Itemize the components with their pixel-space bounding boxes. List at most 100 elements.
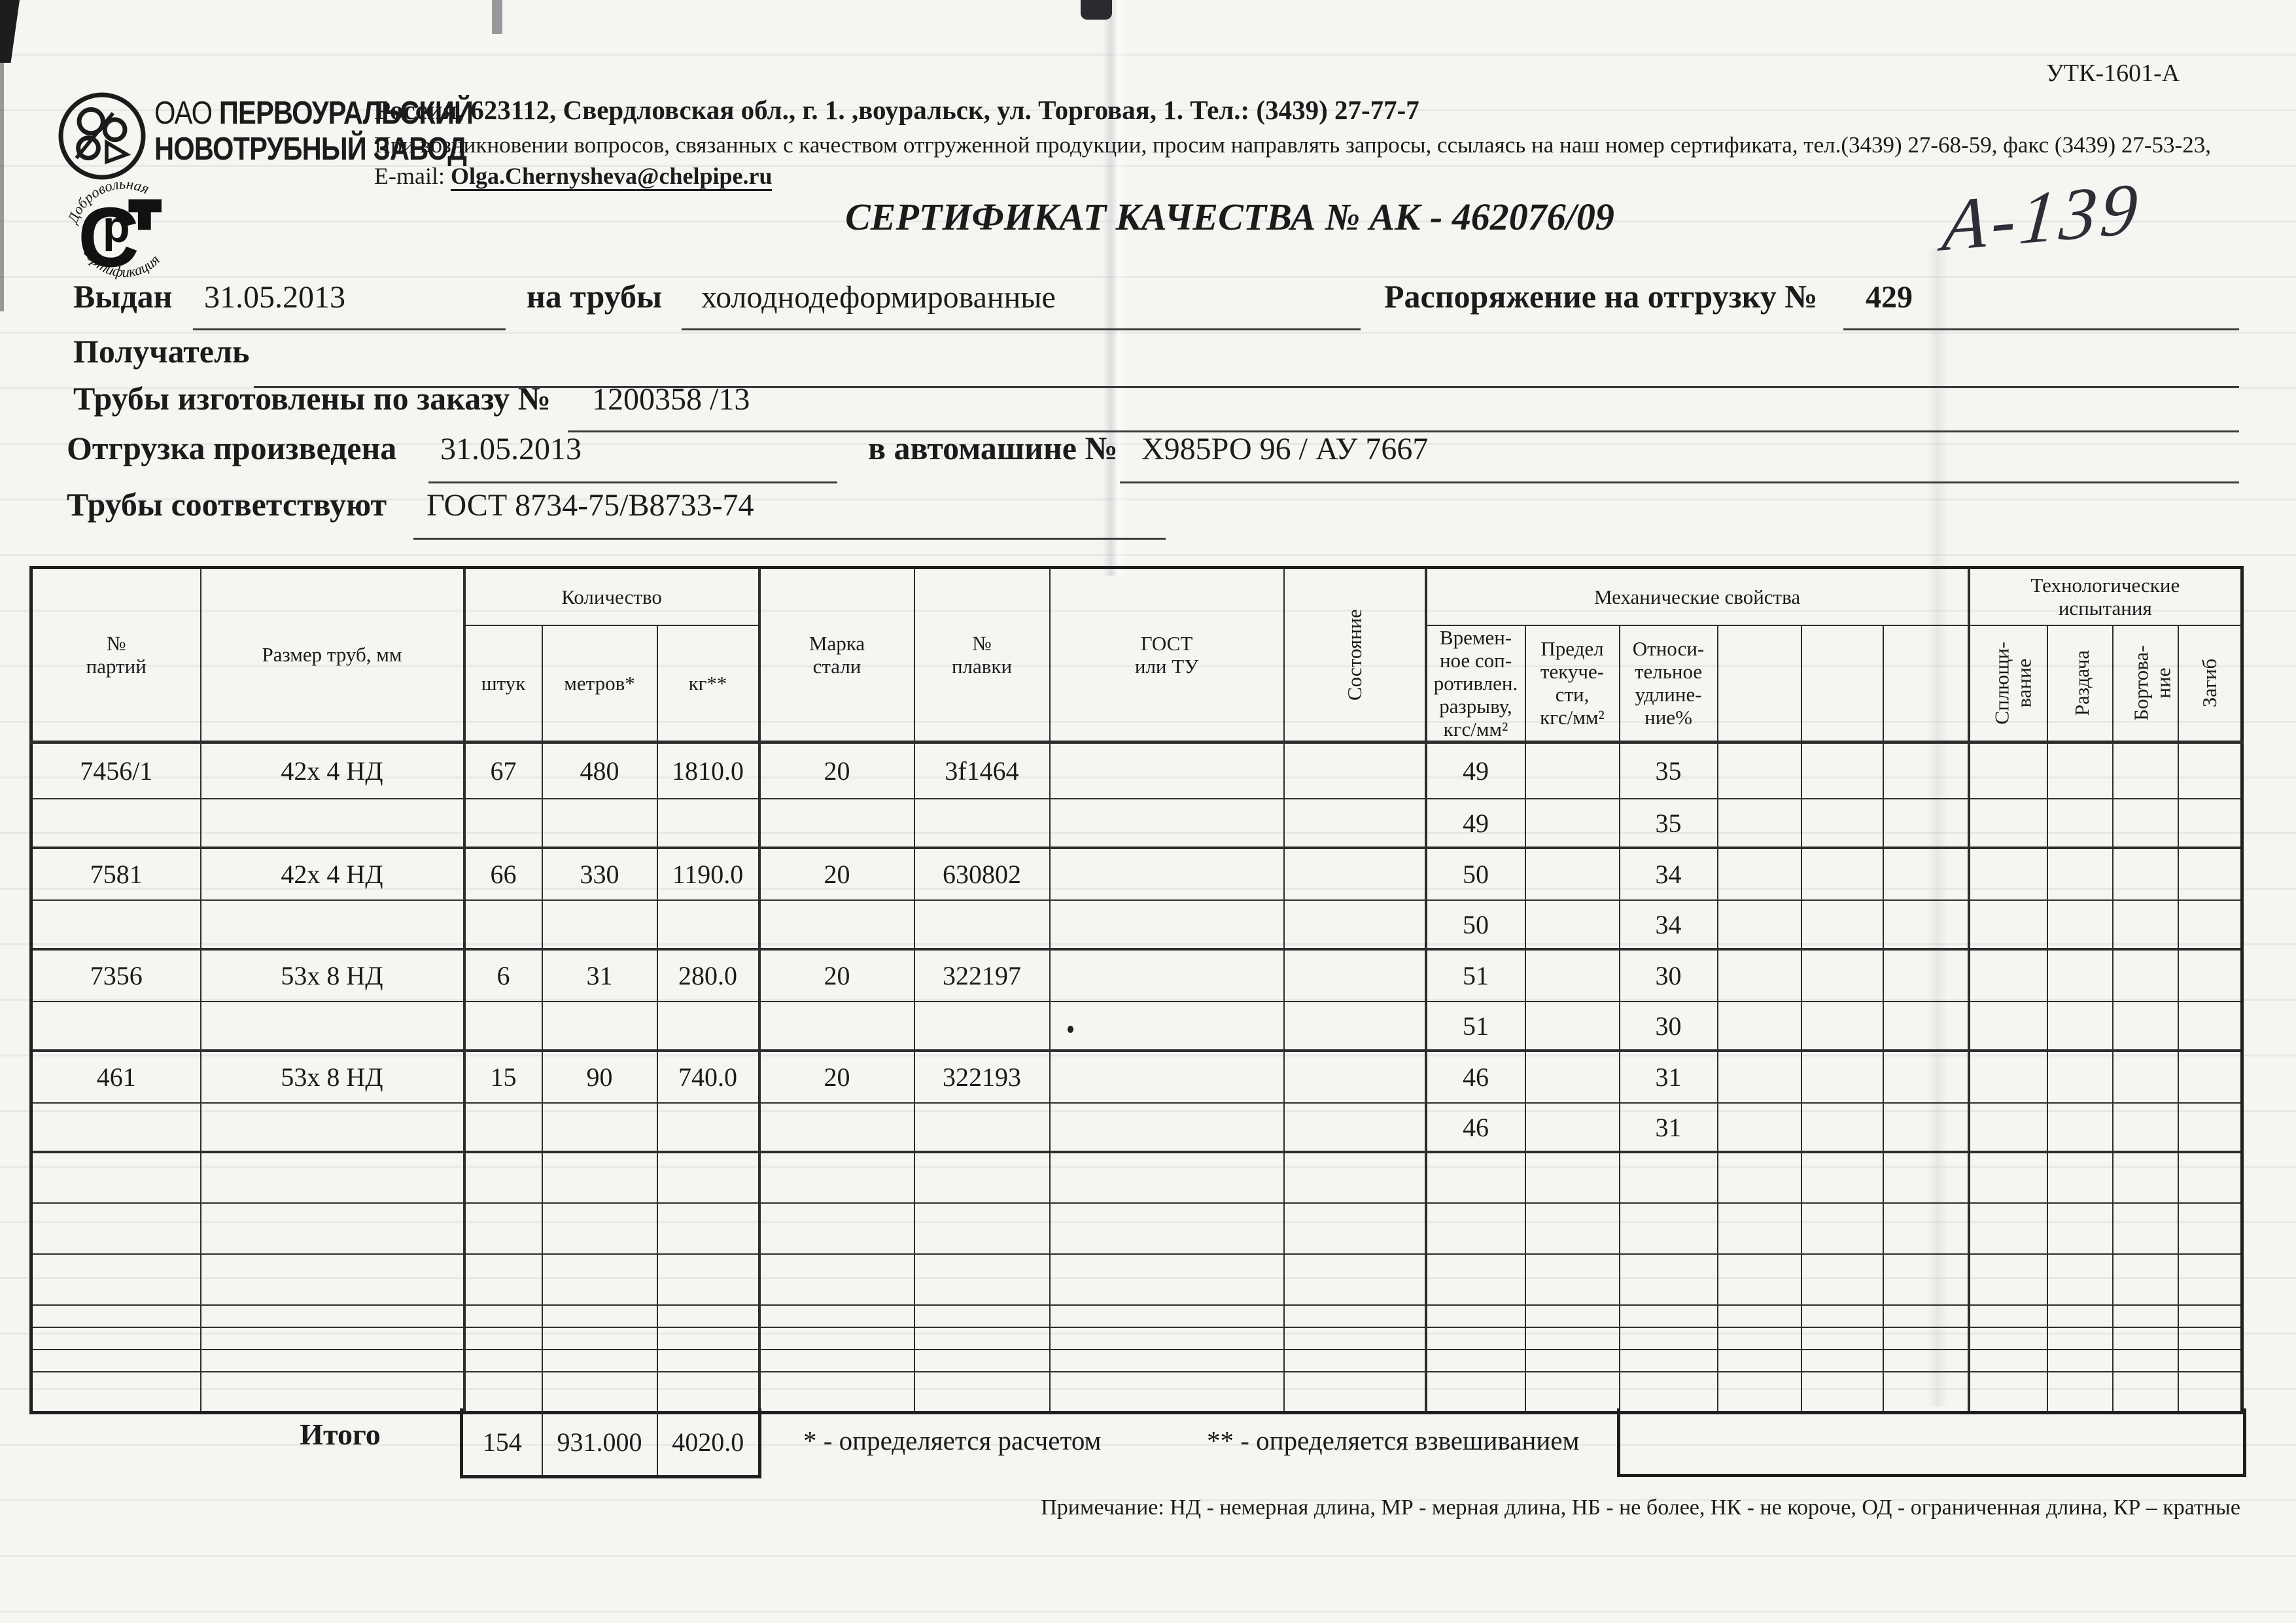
- col-header-elongation: Относи- тельное удлине- ние%: [1618, 624, 1718, 744]
- elongation: 31: [1618, 1050, 1718, 1104]
- group-header-technological: Технологические испытания: [1968, 567, 2243, 626]
- conform-label: Трубы соответствуют: [67, 486, 387, 523]
- kilograms: 1190.0: [656, 847, 761, 901]
- signature-box: [1617, 1408, 2246, 1477]
- steel-grade: 20: [758, 847, 915, 901]
- meters: 330: [541, 847, 658, 901]
- svg-text:р: р: [103, 201, 130, 251]
- kilograms: 1810.0: [656, 741, 761, 800]
- col-header-size: Размер труб, мм: [200, 567, 466, 744]
- elongation: 35: [1618, 741, 1718, 800]
- table-row: 51 30: [30, 1001, 2243, 1053]
- total-kilograms: 4020.0: [656, 1408, 761, 1477]
- ship-order-value: 429: [1866, 280, 1913, 315]
- totals-table: 154 931.000 4020.0: [460, 1408, 761, 1478]
- col-header-flattening: Сплющи- вание: [1968, 624, 2048, 744]
- receiver-label: Получатель: [73, 333, 250, 370]
- party-number: 461: [30, 1050, 201, 1104]
- melt-number: 630802: [913, 847, 1051, 901]
- form-code: УТК-1601-А: [2046, 60, 2180, 87]
- col-header-gost: ГОСТ или ТУ: [1049, 567, 1285, 744]
- shipped-value: 31.05.2013: [440, 432, 582, 466]
- steel-grade: 20: [758, 949, 915, 1003]
- tensile-strength: 46: [1425, 1050, 1526, 1104]
- total-pieces: 154: [461, 1408, 543, 1477]
- table-row: [30, 1327, 2243, 1351]
- document-title: СЕРТИФИКАТ КАЧЕСТВА № АК - 462076/09: [845, 196, 1614, 238]
- pieces: 15: [463, 1050, 543, 1104]
- col-header-yield: Предел текуче- сти, кгс/мм²: [1524, 624, 1620, 744]
- col-header-melt: № плавки: [913, 567, 1051, 744]
- table-row: [30, 1151, 2243, 1204]
- steel-grade: 20: [758, 741, 915, 800]
- pieces: 6: [463, 949, 543, 1003]
- company-address: Россия, 623112, Свердловская обл., г. 1.…: [374, 95, 1419, 125]
- made-by-order-label: Трубы изготовлены по заказу №: [73, 380, 551, 417]
- meters: 480: [541, 741, 658, 800]
- underline: [1120, 481, 2239, 483]
- underline: [682, 328, 1361, 330]
- elongation: 34: [1618, 847, 1718, 901]
- tensile-strength: 51: [1425, 949, 1526, 1003]
- company-name: ОАО ПЕРВОУРАЛЬСКИЙ НОВОТРУБНЫЙ ЗАВОД: [154, 96, 474, 167]
- underline: [193, 328, 506, 330]
- tensile-strength: 46: [1425, 1102, 1526, 1154]
- party-number: 7581: [30, 847, 201, 901]
- melt-number: 3f1464: [913, 741, 1051, 800]
- party-number: 7356: [30, 949, 201, 1003]
- col-header-kg: кг**: [656, 624, 761, 744]
- col-header-flanging: Бортова- ние: [2112, 624, 2179, 744]
- rst-certification-icon: Добровольная сертификация С р: [62, 167, 183, 285]
- fold-crease: [1103, 0, 1126, 576]
- table-row: 46 31: [30, 1102, 2243, 1154]
- email-label: E-mail:: [374, 163, 445, 189]
- group-header-quantity: Количество: [463, 567, 761, 626]
- pipes-value: холоднодеформированные: [701, 280, 1056, 315]
- scan-corner-mark: [0, 0, 20, 63]
- col-header-expansion: Раздача: [2046, 624, 2113, 744]
- issued-label: Выдан: [73, 278, 173, 315]
- footnote-double-star: ** - определяется взвешиванием: [1207, 1425, 1580, 1456]
- table-subheader-row: штук метров* кг** Времен- ное соп- ротив…: [31, 624, 2243, 744]
- scan-edge-mark: [1081, 0, 1112, 20]
- totals-label: Итого: [300, 1418, 381, 1451]
- tensile-strength: 49: [1425, 798, 1526, 850]
- elongation: 34: [1618, 899, 1718, 951]
- melt-number: 322197: [913, 949, 1051, 1003]
- underline: [413, 538, 1166, 540]
- company-email-row: E-mail: Olga.Chernysheva@chelpipe.ru: [374, 162, 773, 191]
- handwritten-mark: А-139: [1939, 167, 2145, 267]
- elongation: 31: [1618, 1102, 1718, 1154]
- table-row: 7581 42х 4 НД 66 330 1190.0 20 630802 50…: [30, 847, 2243, 901]
- col-header-steel: Марка стали: [758, 567, 915, 744]
- table-row: [30, 1304, 2243, 1329]
- col-header-pieces: штук: [463, 624, 543, 744]
- col-header-meters: метров*: [541, 624, 658, 744]
- scan-edge-mark: [0, 63, 4, 311]
- underline: [428, 481, 837, 483]
- underline: [254, 386, 2239, 388]
- pipe-size: 53х 8 НД: [200, 949, 466, 1003]
- table-row: [30, 1349, 2243, 1373]
- conform-value: ГОСТ 8734-75/В8733-74: [426, 488, 754, 523]
- elongation: 30: [1618, 949, 1718, 1003]
- pipe-size: 42х 4 НД: [200, 847, 466, 901]
- melt-number: 322193: [913, 1050, 1051, 1104]
- col-header-tensile: Времен- ное соп- ротивлен. разрыву, кгс/…: [1425, 624, 1526, 744]
- table-row: [30, 1202, 2243, 1255]
- company-logo-icon: [56, 90, 148, 182]
- elongation: 30: [1618, 1001, 1718, 1053]
- pipes-label: на трубы: [527, 278, 663, 315]
- col-header-bend: Загиб: [2177, 624, 2243, 744]
- tensile-strength: 50: [1425, 899, 1526, 951]
- truck-label: в автомашине №: [868, 430, 1118, 466]
- party-number: 7456/1: [30, 741, 201, 800]
- table-row: 7456/1 42х 4 НД 67 480 1810.0 20 3f1464 …: [30, 741, 2243, 800]
- meters: 31: [541, 949, 658, 1003]
- steel-grade: 20: [758, 1050, 915, 1104]
- scan-edge-mark: [492, 0, 502, 34]
- underline: [1843, 328, 2239, 330]
- col-header-state: Состояние: [1283, 567, 1427, 744]
- footnote-star: * - определяется расчетом: [803, 1425, 1102, 1456]
